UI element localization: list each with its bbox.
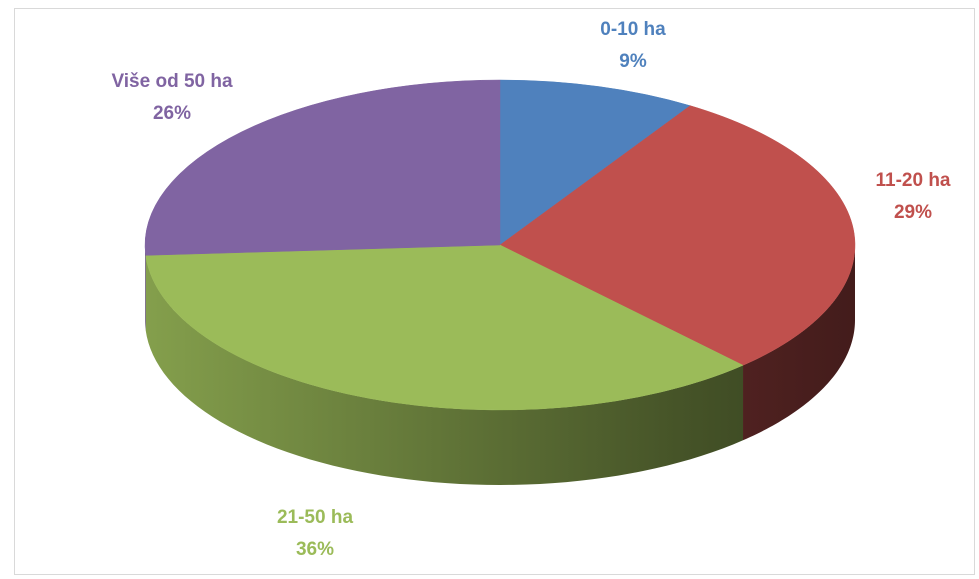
slice-value-label: 29%: [894, 202, 932, 223]
pie-slice: [144, 79, 501, 256]
pie-slice: [145, 244, 744, 411]
pie-slice: [499, 105, 856, 366]
slice-value-label: 9%: [619, 51, 647, 72]
pie-slice: [499, 79, 691, 246]
pie-slice-side: [743, 245, 855, 441]
slice-label: 0-10 ha: [600, 19, 666, 40]
slice-label: 21-50 ha: [277, 507, 353, 528]
slice-value-label: 26%: [153, 103, 191, 124]
slice-label: 11-20 ha: [876, 170, 951, 191]
pie-slice-side: [145, 255, 744, 485]
slice-value-label: 36%: [296, 539, 334, 560]
pie-slice-side: [145, 245, 146, 331]
slice-label: Više od 50 ha: [111, 71, 233, 92]
